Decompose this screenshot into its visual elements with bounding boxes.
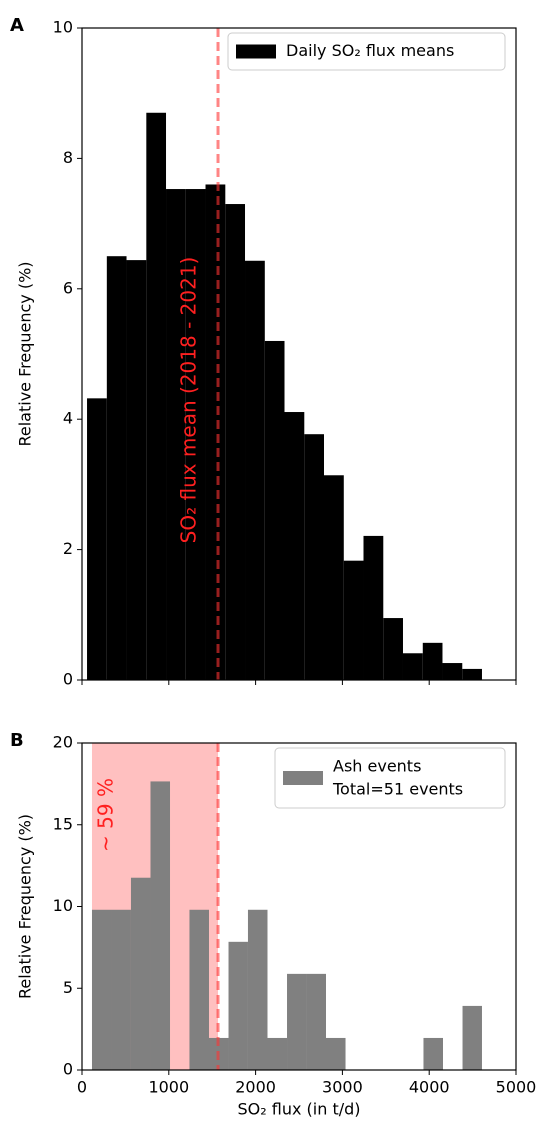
- histogram-bar: [166, 189, 186, 680]
- histogram-bar: [323, 475, 344, 680]
- x-tick-label: 2000: [235, 1078, 276, 1097]
- histogram-bar: [325, 1037, 346, 1070]
- y-tick-label: 0: [63, 1060, 73, 1079]
- panel-label: A: [10, 15, 24, 36]
- legend-swatch: [236, 44, 276, 59]
- histogram-bar: [247, 909, 268, 1070]
- x-tick-label: 1000: [148, 1078, 189, 1097]
- x-tick-label: 5000: [496, 1078, 537, 1097]
- x-tick-label: 0: [77, 1078, 87, 1097]
- histogram-bar: [462, 668, 482, 680]
- histogram-bar: [245, 260, 265, 680]
- histogram-bar: [462, 1005, 482, 1070]
- y-tick-label: 4: [63, 409, 73, 428]
- histogram-bar: [442, 663, 463, 680]
- legend-box: [274, 747, 506, 809]
- x-tick-label: 3000: [322, 1078, 363, 1097]
- y-axis-label: Relative Frequency (%): [16, 261, 35, 446]
- histogram-bar: [126, 260, 147, 680]
- y-tick-label: 2: [63, 539, 73, 558]
- legend-label: Ash events: [333, 757, 421, 776]
- histogram-bar: [189, 909, 209, 1070]
- histogram-bar: [343, 560, 364, 680]
- histogram-bar: [87, 398, 107, 680]
- legend-swatch: [283, 771, 323, 785]
- y-axis-label: Relative Frequency (%): [16, 814, 35, 999]
- y-tick-label: 20: [53, 733, 73, 752]
- y-tick-label: 0: [63, 670, 73, 689]
- histogram-bar: [146, 112, 167, 680]
- histogram-bar: [383, 618, 403, 680]
- legend-note: Total=51 events: [332, 780, 463, 799]
- histogram-bar: [306, 973, 326, 1070]
- shade-label: ~ 59 %: [94, 778, 118, 852]
- histogram-bar: [267, 1037, 288, 1070]
- histogram-bar: [422, 642, 443, 680]
- histogram-bar: [363, 535, 384, 680]
- histogram-bar: [287, 973, 307, 1070]
- x-tick-label: 4000: [409, 1078, 450, 1097]
- legend-box: [227, 32, 506, 71]
- histogram-bar: [228, 941, 248, 1070]
- histogram-bar: [91, 909, 112, 1070]
- x-axis-label: SO₂ flux (in t/d): [238, 1100, 361, 1119]
- histogram-bar: [304, 434, 324, 680]
- y-tick-label: 10: [53, 18, 73, 37]
- histogram-bar: [423, 1037, 444, 1070]
- histogram-bar: [150, 781, 171, 1070]
- histogram-bar: [205, 184, 226, 681]
- y-tick-label: 15: [53, 814, 73, 833]
- histogram-bar: [185, 189, 206, 680]
- histogram-bar: [225, 204, 246, 681]
- panel-label: B: [10, 730, 24, 751]
- y-tick-label: 10: [53, 896, 73, 915]
- histogram-bar: [130, 877, 151, 1070]
- histogram-bar: [264, 340, 285, 680]
- axes-frame: [81, 27, 517, 681]
- legend-label: Daily SO₂ flux means: [286, 41, 454, 60]
- histogram-bar: [111, 909, 131, 1070]
- histogram-bar: [106, 256, 127, 680]
- y-tick-label: 5: [63, 978, 73, 997]
- y-tick-label: 8: [63, 148, 73, 167]
- y-tick-label: 6: [63, 278, 73, 297]
- mean-label: SO₂ flux mean (2018 - 2021): [177, 257, 201, 544]
- histogram-bar: [402, 653, 423, 680]
- histogram-bar: [284, 412, 305, 680]
